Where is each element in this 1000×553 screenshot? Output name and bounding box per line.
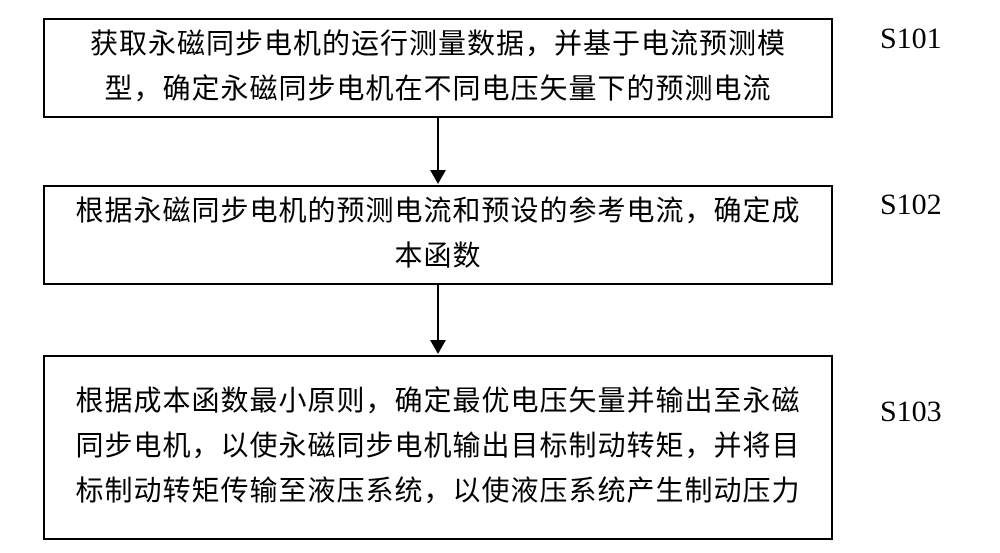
arrow-head-icon xyxy=(430,340,446,354)
arrow-line xyxy=(437,285,439,341)
arrow-head-icon xyxy=(430,170,446,184)
arrow-2 xyxy=(430,285,446,354)
step-label-s101: S101 xyxy=(880,22,942,56)
step-box-s101: 获取永磁同步电机的运行测量数据，并基于电流预测模型，确定永磁同步电机在不同电压矢… xyxy=(43,18,833,118)
step-box-s102: 根据永磁同步电机的预测电流和预设的参考电流，确定成本函数 xyxy=(43,185,833,285)
step-label-s102: S102 xyxy=(880,188,942,222)
arrow-line xyxy=(437,118,439,171)
step-label-s103: S103 xyxy=(880,395,942,429)
step-text-s101: 获取永磁同步电机的运行测量数据，并基于电流预测模型，确定永磁同步电机在不同电压矢… xyxy=(65,23,811,113)
step-text-s102: 根据永磁同步电机的预测电流和预设的参考电流，确定成本函数 xyxy=(65,190,811,280)
step-box-s103: 根据成本函数最小原则，确定最优电压矢量并输出至永磁同步电机，以使永磁同步电机输出… xyxy=(43,355,833,540)
arrow-1 xyxy=(430,118,446,184)
step-text-s103: 根据成本函数最小原则，确定最优电压矢量并输出至永磁同步电机，以使永磁同步电机输出… xyxy=(65,380,811,514)
flowchart-container: 获取永磁同步电机的运行测量数据，并基于电流预测模型，确定永磁同步电机在不同电压矢… xyxy=(0,0,1000,553)
